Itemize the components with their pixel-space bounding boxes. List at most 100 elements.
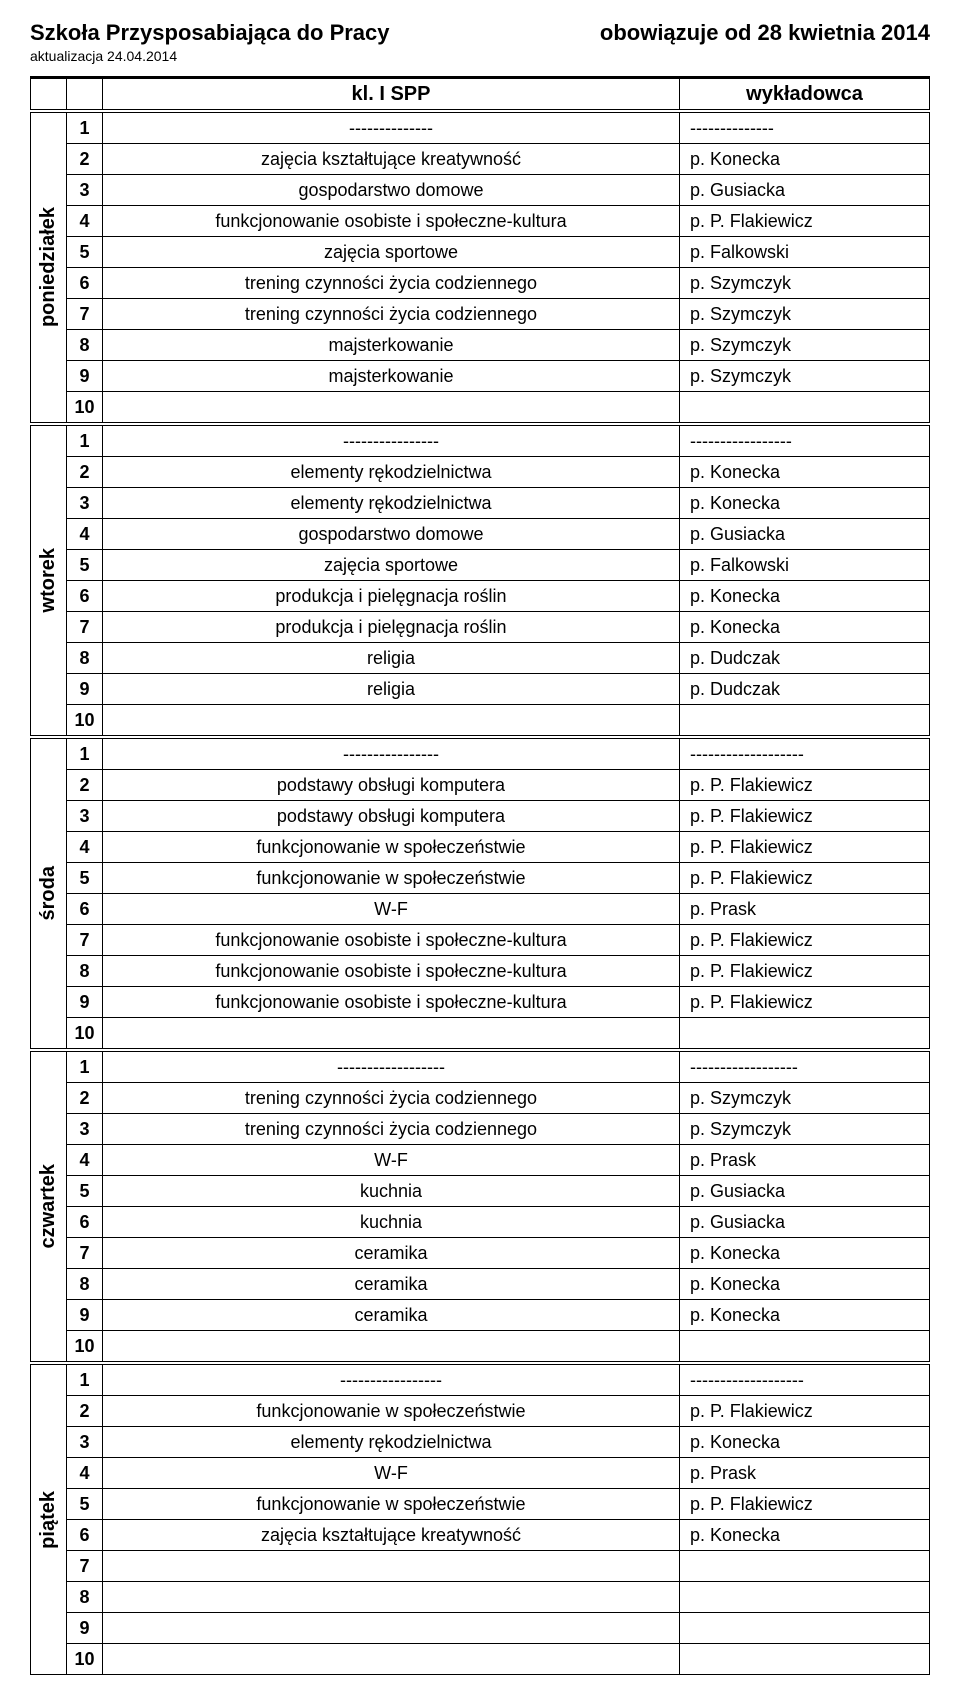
lecturer-cell: p. Falkowski (680, 237, 930, 268)
subject-cell: funkcjonowanie w społeczeństwie (103, 863, 680, 894)
lecturer-cell (680, 1644, 930, 1675)
period-number: 4 (67, 519, 103, 550)
table-row: 10 (31, 392, 930, 425)
subject-cell: elementy rękodzielnictwa (103, 457, 680, 488)
period-number: 10 (67, 1018, 103, 1051)
period-number: 10 (67, 392, 103, 425)
table-row: 5funkcjonowanie w społeczeństwiep. P. Fl… (31, 1489, 930, 1520)
lecturer-cell (680, 1018, 930, 1051)
period-number: 9 (67, 987, 103, 1018)
subject-cell: funkcjonowanie osobiste i społeczne-kult… (103, 206, 680, 237)
subject-cell: elementy rękodzielnictwa (103, 488, 680, 519)
period-number: 6 (67, 1520, 103, 1551)
period-number: 9 (67, 674, 103, 705)
subject-cell: ----------------- (103, 1363, 680, 1396)
period-number: 5 (67, 1176, 103, 1207)
table-row: 2trening czynności życia codziennegop. S… (31, 1083, 930, 1114)
lecturer-cell: p. Gusiacka (680, 175, 930, 206)
header-title-left: Szkoła Przysposabiająca do Pracy (30, 20, 390, 46)
subject-cell: podstawy obsługi komputera (103, 801, 680, 832)
table-row: 10 (31, 1644, 930, 1675)
table-row: 9majsterkowaniep. Szymczyk (31, 361, 930, 392)
table-row: 10 (31, 1018, 930, 1051)
table-row: 3podstawy obsługi komputerap. P. Flakiew… (31, 801, 930, 832)
subject-cell: elementy rękodzielnictwa (103, 1427, 680, 1458)
table-row: 5funkcjonowanie w społeczeństwiep. P. Fl… (31, 863, 930, 894)
table-row: 5kuchniap. Gusiacka (31, 1176, 930, 1207)
table-row: 7trening czynności życia codziennegop. S… (31, 299, 930, 330)
day-label-text: wtorek (37, 548, 60, 612)
lecturer-cell: p. Konecka (680, 488, 930, 519)
subject-cell: ceramika (103, 1238, 680, 1269)
period-number: 7 (67, 1238, 103, 1269)
table-row: 7produkcja i pielęgnacja roślinp. Koneck… (31, 612, 930, 643)
period-number: 2 (67, 144, 103, 175)
table-row: 2elementy rękodzielnictwap. Konecka (31, 457, 930, 488)
lecturer-cell: p. P. Flakiewicz (680, 832, 930, 863)
table-row: 2funkcjonowanie w społeczeństwiep. P. Fl… (31, 1396, 930, 1427)
table-row: 9funkcjonowanie osobiste i społeczne-kul… (31, 987, 930, 1018)
lecturer-cell: p. P. Flakiewicz (680, 987, 930, 1018)
period-number: 7 (67, 925, 103, 956)
subject-cell (103, 1018, 680, 1051)
period-number: 1 (67, 1050, 103, 1083)
period-number: 5 (67, 863, 103, 894)
table-row: czwartek1-------------------------------… (31, 1050, 930, 1083)
table-row: 7 (31, 1551, 930, 1582)
lecturer-cell (680, 1613, 930, 1644)
lecturer-cell: p. Szymczyk (680, 330, 930, 361)
lecturer-cell: ------------------ (680, 1050, 930, 1083)
table-row: 6trening czynności życia codziennegop. S… (31, 268, 930, 299)
subject-cell: kuchnia (103, 1207, 680, 1238)
table-row: 9ceramikap. Konecka (31, 1300, 930, 1331)
subject-cell: gospodarstwo domowe (103, 519, 680, 550)
lecturer-cell: p. Konecka (680, 1238, 930, 1269)
subject-cell: zajęcia kształtujące kreatywność (103, 144, 680, 175)
period-number: 8 (67, 1269, 103, 1300)
timetable: kl. I SPP wykładowca poniedziałek1------… (30, 76, 930, 1675)
lecturer-cell (680, 392, 930, 425)
page-header: Szkoła Przysposabiająca do Pracy obowiąz… (30, 20, 930, 46)
subject-cell: trening czynności życia codziennego (103, 1083, 680, 1114)
col-head-lecturer: wykładowca (680, 78, 930, 112)
table-row: 7ceramikap. Konecka (31, 1238, 930, 1269)
subject-cell: W-F (103, 1145, 680, 1176)
table-row: piątek1---------------------------------… (31, 1363, 930, 1396)
period-number: 10 (67, 1331, 103, 1364)
table-row: 10 (31, 1331, 930, 1364)
day-label-text: środa (37, 866, 60, 920)
subject-cell (103, 1331, 680, 1364)
period-number: 4 (67, 206, 103, 237)
subject-cell: majsterkowanie (103, 330, 680, 361)
period-number: 10 (67, 1644, 103, 1675)
lecturer-cell: p. Konecka (680, 1300, 930, 1331)
table-row: 4W-Fp. Prask (31, 1458, 930, 1489)
lecturer-cell: -------------- (680, 111, 930, 144)
period-number: 8 (67, 956, 103, 987)
table-row: 3trening czynności życia codziennegop. S… (31, 1114, 930, 1145)
lecturer-cell: p. Gusiacka (680, 1176, 930, 1207)
table-row: 3elementy rękodzielnictwap. Konecka (31, 488, 930, 519)
period-number: 5 (67, 237, 103, 268)
day-label: czwartek (31, 1050, 67, 1363)
table-row: 4W-Fp. Prask (31, 1145, 930, 1176)
table-row: 9 (31, 1613, 930, 1644)
lecturer-cell: p. Szymczyk (680, 1114, 930, 1145)
col-head-blank-2 (67, 78, 103, 112)
table-row: 6W-Fp. Prask (31, 894, 930, 925)
subject-cell: ---------------- (103, 737, 680, 770)
period-number: 4 (67, 1145, 103, 1176)
table-row: 2podstawy obsługi komputerap. P. Flakiew… (31, 770, 930, 801)
period-number: 4 (67, 832, 103, 863)
period-number: 8 (67, 1582, 103, 1613)
lecturer-cell: p. P. Flakiewicz (680, 863, 930, 894)
day-label-text: poniedziałek (37, 207, 60, 327)
lecturer-cell: p. P. Flakiewicz (680, 956, 930, 987)
lecturer-cell: p. Konecka (680, 457, 930, 488)
period-number: 7 (67, 1551, 103, 1582)
period-number: 8 (67, 330, 103, 361)
subject-cell: zajęcia sportowe (103, 237, 680, 268)
subject-cell: produkcja i pielęgnacja roślin (103, 581, 680, 612)
period-number: 1 (67, 111, 103, 144)
lecturer-cell: p. Prask (680, 894, 930, 925)
